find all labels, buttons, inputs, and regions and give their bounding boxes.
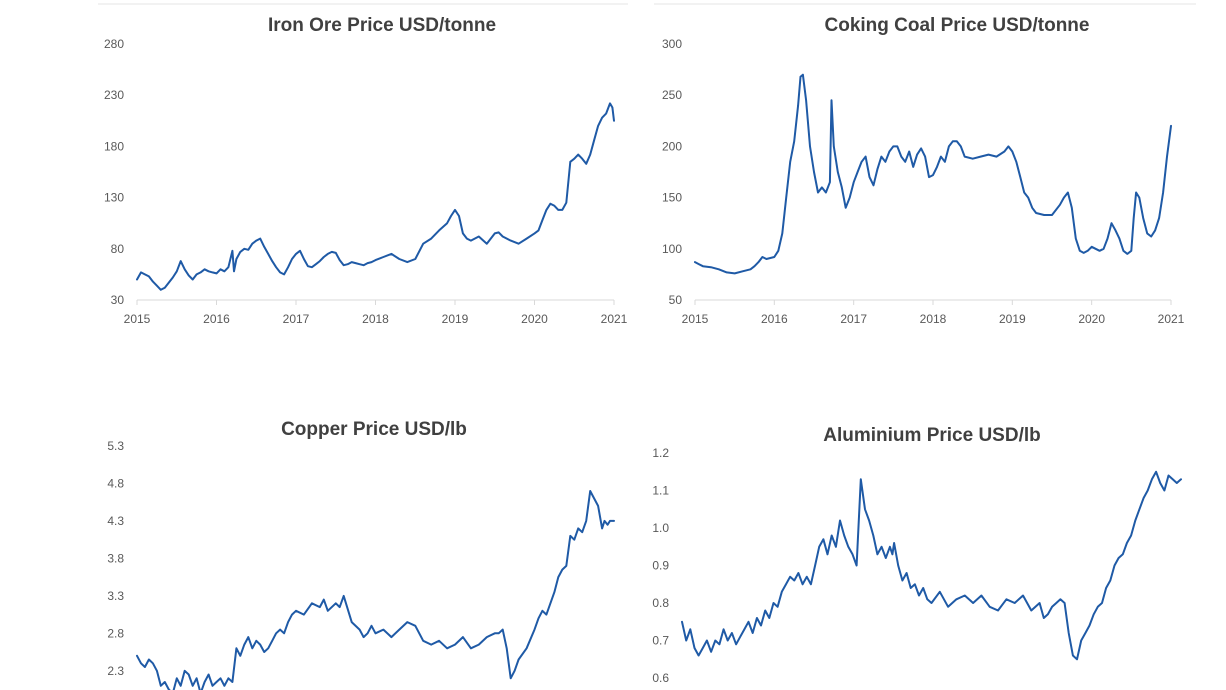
aluminium-chart: Aluminium Price USD/lb 0.6 0.7 0.8 0.9 1.0 1.… [652, 425, 1182, 685]
y-tick-label: 130 [104, 191, 124, 205]
y-tick-label: 200 [662, 139, 682, 153]
y-tick-label: 0.8 [652, 596, 669, 610]
x-tick-label: 2015 [682, 312, 709, 326]
price-series-line [136, 490, 615, 690]
y-tick-label: 150 [662, 191, 682, 205]
y-tick-label: 3.8 [107, 551, 124, 565]
chart-title: Coking Coal Price USD/tonne [825, 15, 1090, 36]
price-series-line [681, 470, 1182, 661]
chart-title: Iron Ore Price USD/tonne [268, 15, 496, 36]
x-tick-label: 2020 [521, 312, 548, 326]
chart-title: Aluminium Price USD/lb [823, 425, 1040, 446]
iron-ore-chart: Iron Ore Price USD/tonne 30 80 130 180 230 28… [104, 15, 628, 326]
x-tick-label: 2018 [362, 312, 389, 326]
y-tick-label: 30 [111, 293, 125, 307]
price-series-line [694, 73, 1172, 275]
y-tick-label: 1.2 [652, 446, 669, 460]
y-tick-label: 180 [104, 139, 124, 153]
y-tick-label: 1.0 [652, 521, 669, 535]
y-tick-label: 1.1 [652, 484, 669, 498]
y-tick-label: 230 [104, 88, 124, 102]
y-tick-label: 80 [111, 242, 125, 256]
y-tick-label: 0.9 [652, 559, 669, 573]
y-tick-label: 100 [662, 242, 682, 256]
y-tick-label: 0.6 [652, 671, 669, 685]
x-tick-label: 2015 [124, 312, 151, 326]
x-tick-label: 2017 [283, 312, 310, 326]
chart-title: Copper Price USD/lb [281, 419, 467, 440]
y-tick-label: 4.8 [107, 476, 124, 490]
x-tick-label: 2016 [203, 312, 230, 326]
x-tick-label: 2021 [1158, 312, 1185, 326]
x-tick-label: 2020 [1078, 312, 1105, 326]
x-tick-label: 2019 [442, 312, 469, 326]
y-tick-label: 5.3 [107, 439, 124, 453]
x-tick-label: 2017 [840, 312, 867, 326]
y-tick-label: 250 [662, 88, 682, 102]
y-tick-label: 3.3 [107, 589, 124, 603]
x-tick-label: 2018 [920, 312, 947, 326]
x-tick-label: 2021 [601, 312, 628, 326]
x-tick-label: 2016 [761, 312, 788, 326]
x-tick-label: 2019 [999, 312, 1026, 326]
y-tick-label: 2.3 [107, 664, 124, 678]
copper-chart: Copper Price USD/lb 2.3 2.8 3.3 3.8 4.3 4.8 5.… [107, 419, 615, 690]
y-tick-label: 2.8 [107, 626, 124, 640]
coking-coal-chart: Coking Coal Price USD/tonne 50 100 150 200 2… [662, 15, 1185, 326]
y-tick-label: 0.7 [652, 634, 669, 648]
y-tick-label: 4.3 [107, 514, 124, 528]
y-tick-label: 280 [104, 37, 124, 51]
y-tick-label: 50 [669, 293, 683, 307]
y-tick-label: 300 [662, 37, 682, 51]
price-series-line [136, 102, 615, 291]
